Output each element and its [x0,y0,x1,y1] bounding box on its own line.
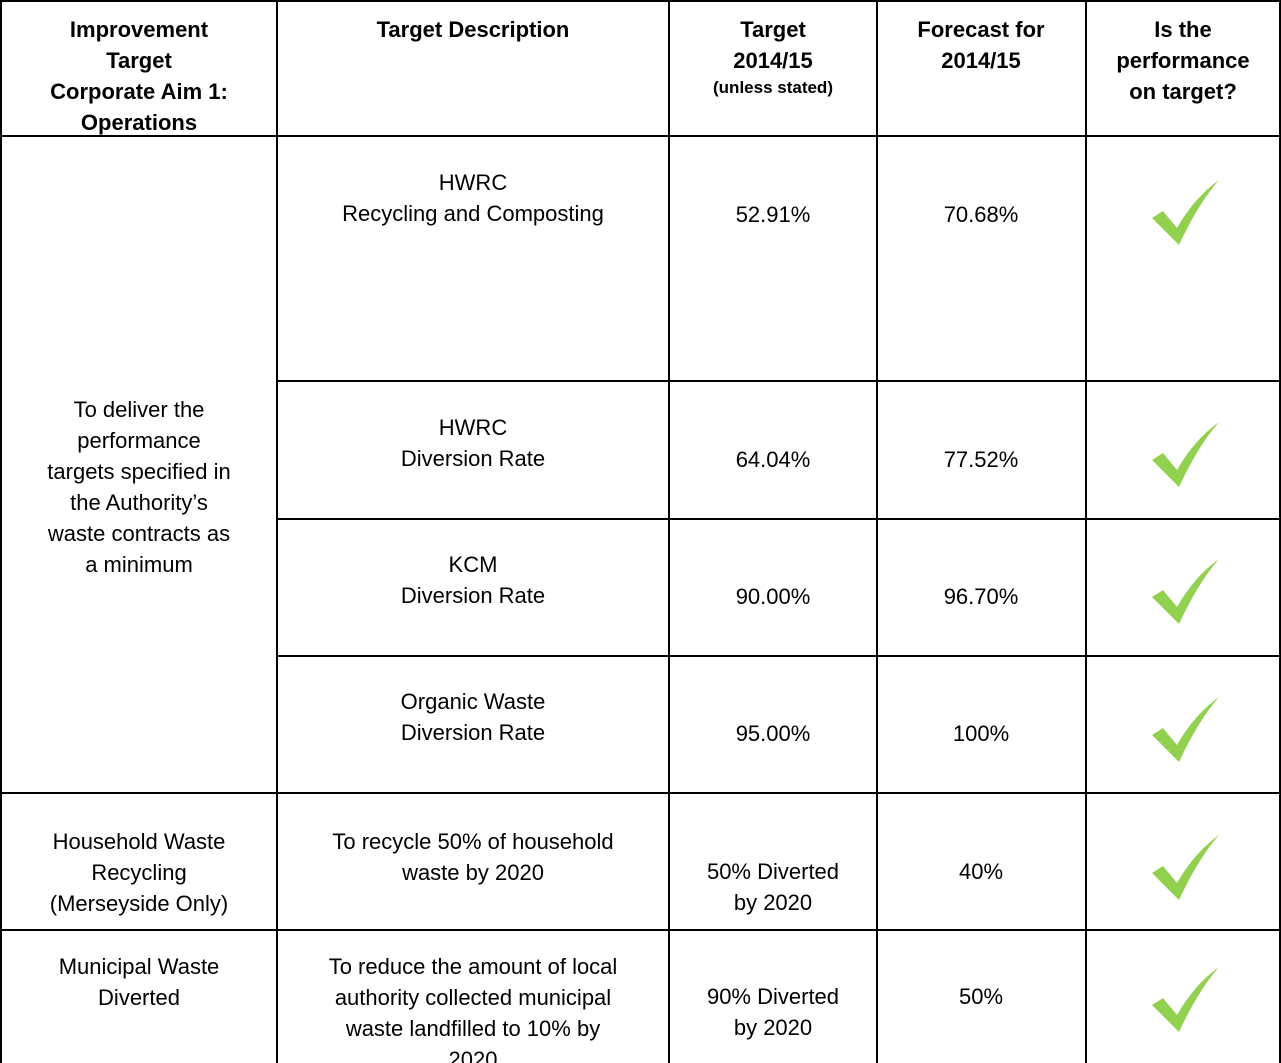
target-value: by 2020 [733,890,813,915]
target-value: 52.91% [735,202,811,227]
checkmark-shape [1152,180,1219,245]
target-description: Organic Waste [400,689,546,714]
forecast-value: 50% [958,984,1004,1009]
border-line [276,380,1281,382]
header-text: Operations [80,110,198,135]
forecast-value: 77.52% [943,447,1019,472]
checkmark [1152,967,1219,1032]
target-value: 95.00% [735,721,811,746]
target-description: Diversion Rate [400,446,546,471]
target-description: Diversion Rate [400,583,546,608]
target-description: waste landfilled to 10% by [345,1016,601,1041]
target-description: authority collected municipal [334,985,612,1010]
target-value: 90.00% [735,584,811,609]
border-line [0,0,1281,2]
forecast-value: 40% [958,859,1004,884]
border-line [668,0,670,1063]
improvement-target: Household Waste [52,829,226,854]
header-text: Is the [1154,17,1212,42]
checkmark-shape [1152,697,1219,762]
header-text: on target? [1129,79,1237,104]
target-description: waste by 2020 [402,860,544,885]
header-text: Forecast for [917,17,1045,42]
improvement-target: the Authority’s [70,490,208,515]
target-value: 50% Diverted [706,859,840,884]
forecast-value: 100% [952,721,1010,746]
header-text: 2014/15 [941,48,1021,73]
border-line [1279,0,1281,1063]
improvement-target: Diverted [98,985,180,1010]
border-line [876,0,878,1063]
header-text: Improvement [69,17,209,42]
header-text: Target Description [376,17,570,42]
target-description: Diversion Rate [400,720,546,745]
checkmark-shape [1152,835,1219,900]
improvement-target: a minimum [85,552,193,577]
forecast-value: 96.70% [943,584,1019,609]
improvement-target: targets specified in [47,459,231,484]
target-value: 90% Diverted [706,984,840,1009]
target-description: KCM [448,552,498,577]
header-text: Target [740,17,806,42]
target-description: HWRC [438,170,508,195]
border-line [1085,0,1087,1063]
improvement-target: Recycling [91,860,187,885]
header-note: (unless stated) [713,78,833,97]
checkmark [1152,835,1219,900]
border-line [0,929,1281,931]
target-description: To recycle 50% of household [332,829,614,854]
checkmark [1152,697,1219,762]
target-description: Recycling and Composting [342,201,604,226]
checkmark [1152,559,1219,624]
border-line [0,135,1281,137]
checkmark-shape [1152,967,1219,1032]
forecast-value: 70.68% [943,202,1019,227]
checkmark-shape [1152,422,1219,487]
target-value: by 2020 [733,1015,813,1040]
improvement-target: performance [77,428,201,453]
checkmark [1152,422,1219,487]
border-line [0,792,1281,794]
checkmark-shape [1152,559,1219,624]
header-text: performance [1116,48,1250,73]
border-line [276,655,1281,657]
checkmark [1152,180,1219,245]
improvement-target: waste contracts as [47,521,231,546]
border-line [0,0,2,1063]
target-value: 64.04% [735,447,811,472]
improvement-target: Municipal Waste [58,954,220,979]
header-text: Corporate Aim 1: [50,79,228,104]
border-line [276,518,1281,520]
header-text: Target [106,48,172,73]
target-description: To reduce the amount of local [328,954,618,979]
improvement-target: To deliver the [73,397,205,422]
improvement-target: (Merseyside Only) [49,891,229,916]
target-description: 2020 [448,1047,498,1063]
border-line [276,0,278,1063]
target-description: HWRC [438,415,508,440]
header-text: 2014/15 [733,48,813,73]
